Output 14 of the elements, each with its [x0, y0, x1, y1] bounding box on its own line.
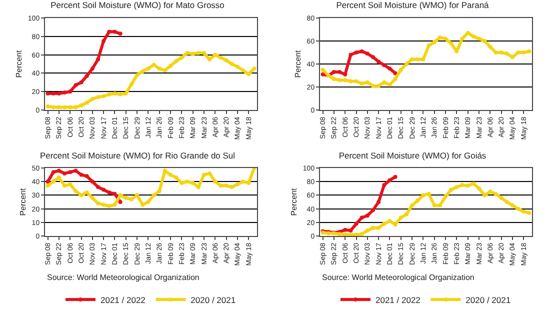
legend-label: 2020 / 2021 — [190, 294, 236, 305]
y-axis-title: Percent — [14, 49, 24, 78]
chart-title: Percent Soil Moisture (WMO) for Paraná — [336, 0, 490, 10]
legend-label: 2020 / 2021 — [466, 294, 511, 305]
legend-label: 2021 / 2022 — [100, 294, 146, 305]
source-note: Source: World Meteorological Organization — [322, 273, 474, 282]
y-axis-title: Percent — [290, 187, 299, 216]
source-note: Source: World Meteorological Organization — [47, 273, 200, 282]
chart-title: Percent Soil Moisture (WMO) for Goiás — [338, 150, 486, 161]
chart-title: Percent Soil Moisture (WMO) for Rio Grande do Sul — [40, 150, 236, 161]
y-axis-title: Percent — [294, 49, 303, 78]
y-axis-title: Percent — [18, 187, 28, 216]
legend-label: 2021 / 2022 — [376, 294, 421, 305]
chart-title: Percent Soil Moisture (WMO) for Mato Grosso — [50, 0, 225, 10]
